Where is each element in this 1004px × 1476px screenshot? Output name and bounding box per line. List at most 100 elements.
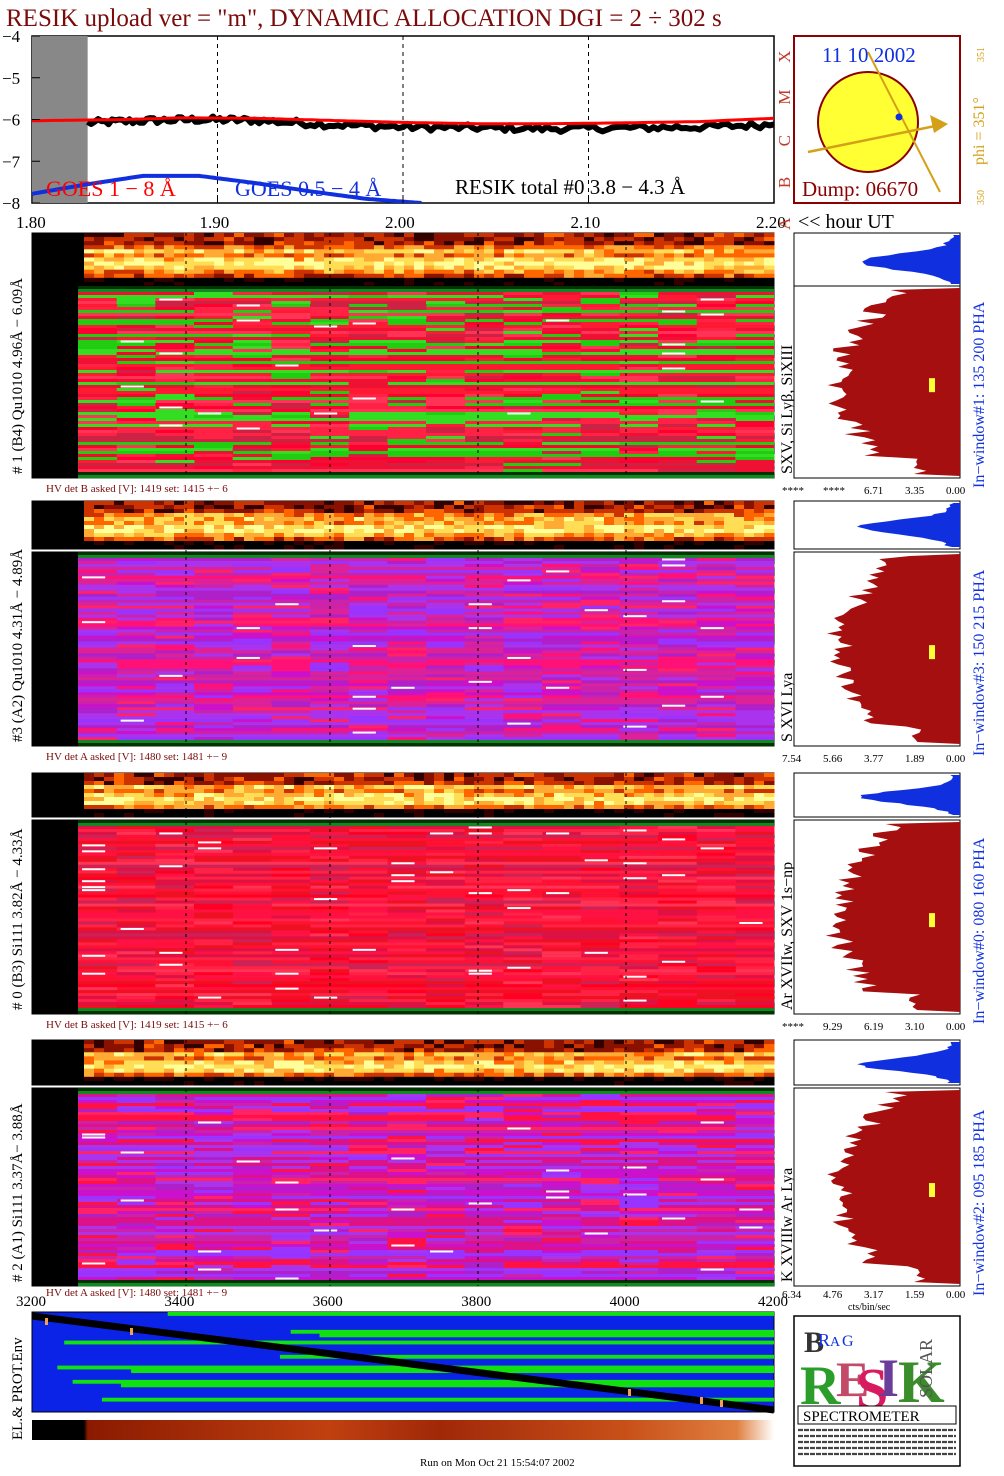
strip-cell <box>84 785 95 790</box>
strip-cell <box>304 801 315 806</box>
strip-cell <box>534 1076 545 1082</box>
strip-cell <box>214 501 225 506</box>
strip-cell <box>384 773 395 778</box>
strip-cell <box>484 1056 495 1061</box>
strip-cell <box>284 501 295 506</box>
heatmap-cell <box>116 942 156 946</box>
strip-cell <box>354 545 365 550</box>
strip-cell <box>314 505 325 510</box>
heatmap-cell <box>735 379 775 383</box>
heatmap-cell <box>387 593 427 598</box>
strip-cell <box>534 801 545 806</box>
heatmap-cell <box>116 825 156 830</box>
strip-cell <box>594 1064 605 1070</box>
strip-cell <box>564 781 575 786</box>
heatmap-cell <box>78 454 118 458</box>
heatmap-cell <box>310 665 350 669</box>
strip-cell <box>464 273 475 279</box>
strip-cell <box>564 545 575 550</box>
heatmap-cell <box>503 376 543 380</box>
heatmap-cell <box>116 951 156 955</box>
strip-cell <box>374 773 385 778</box>
strip-cell <box>234 801 245 806</box>
heatmap-cell <box>194 939 234 943</box>
strip-cell <box>764 1044 775 1049</box>
heatmap-cell <box>194 984 234 988</box>
strip-cell <box>464 781 475 786</box>
heatmap-cell <box>232 560 272 565</box>
heatmap-cell <box>155 361 195 365</box>
strip-cell <box>364 237 375 242</box>
strip-cell <box>524 797 535 802</box>
heatmap-cell <box>542 313 582 317</box>
strip-cell <box>374 245 385 250</box>
strip-cell <box>664 1072 675 1078</box>
strip-cell <box>134 777 145 782</box>
heatmap-cell <box>619 900 659 904</box>
strip-cell <box>134 521 145 526</box>
strip-cell <box>334 533 345 538</box>
heatmap-cell <box>696 632 736 636</box>
strip-cell <box>704 237 715 242</box>
heatmap-cell <box>310 340 350 344</box>
strip-cell <box>254 269 265 275</box>
strip-cell <box>684 785 695 790</box>
strip-cell <box>84 1068 95 1074</box>
strip-cell <box>254 501 265 506</box>
strip-cell <box>234 797 245 802</box>
strip-cell <box>404 281 415 287</box>
heatmap-highlight <box>275 364 299 367</box>
strip-cell <box>384 269 395 275</box>
strip-cell <box>734 261 745 267</box>
strip-cell <box>574 265 585 271</box>
strip-cell <box>484 801 495 806</box>
strip-cell <box>764 509 775 514</box>
strip-cell <box>174 781 185 786</box>
strip-cell <box>514 785 525 790</box>
strip-cell <box>294 237 305 242</box>
strip-cell <box>144 781 155 786</box>
heatmap-cell <box>503 647 543 651</box>
strip-cell <box>704 793 715 798</box>
strip-cell <box>104 273 115 279</box>
strip-cell <box>174 1060 185 1066</box>
strip-cell <box>444 509 455 514</box>
strip-cell <box>384 1052 395 1057</box>
heatmap-cell <box>116 358 156 362</box>
strip-cell <box>184 233 195 238</box>
strip-cell <box>754 1048 765 1053</box>
strip-cell <box>194 501 205 506</box>
heatmap-cell <box>619 445 659 449</box>
strip-cell <box>84 1080 95 1086</box>
strip-cell <box>404 249 415 254</box>
heatmap-cell <box>426 421 466 425</box>
strip-cell <box>764 785 775 790</box>
strip-cell <box>324 529 335 534</box>
strip-cell <box>114 793 125 798</box>
strip-cell <box>484 773 495 778</box>
strip-cell <box>764 1040 775 1045</box>
strip-cell <box>464 1056 475 1061</box>
strip-cell <box>494 1040 505 1045</box>
heatmap-cell <box>426 984 466 988</box>
strip-cell <box>404 525 415 530</box>
strip-cell <box>104 1068 115 1074</box>
heatmap-cell <box>116 704 156 708</box>
strip-cell <box>384 801 395 806</box>
strip-cell <box>504 501 515 506</box>
strip-cell <box>214 233 225 238</box>
strip-cell <box>294 245 305 250</box>
heatmap-cell <box>580 388 620 392</box>
strip-cell <box>114 785 125 790</box>
strip-cell <box>164 245 175 250</box>
strip-cell <box>84 545 95 550</box>
heatmap-cell <box>735 870 775 875</box>
strip-cell <box>204 781 215 786</box>
heatmap-cell <box>232 716 272 720</box>
strip-cell <box>144 1048 155 1053</box>
strip-cell <box>434 785 445 790</box>
strip-cell <box>444 261 455 267</box>
strip-cell <box>724 801 735 806</box>
heatmap-row <box>78 722 774 726</box>
heatmap-cell <box>232 668 272 672</box>
